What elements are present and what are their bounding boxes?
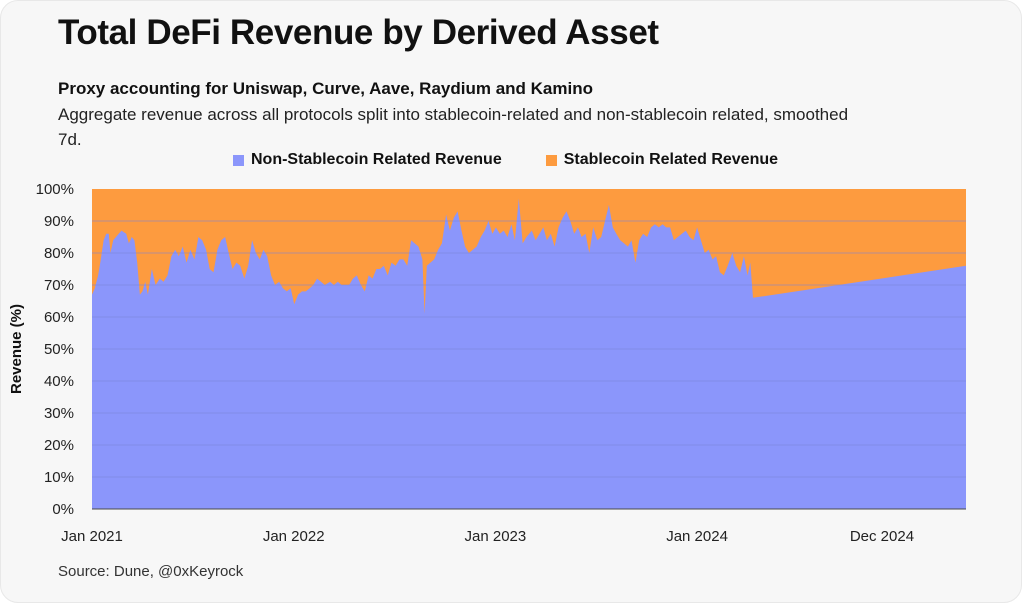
y-tick-label: 100% bbox=[36, 181, 74, 198]
chart-title: Total DeFi Revenue by Derived Asset bbox=[58, 13, 659, 52]
legend-item-stablecoin: Stablecoin Related Revenue bbox=[545, 151, 779, 169]
x-tick-label: Jan 2023 bbox=[465, 528, 527, 545]
legend-swatch-non-stablecoin bbox=[233, 154, 244, 166]
y-axis-title: Revenue (%) bbox=[8, 304, 25, 394]
plot-area: 0% 10% 20% 30% 40% 50% 60% 70% 80% 90% 100% Jan 202… bbox=[36, 181, 966, 545]
x-tick-label: Dec 2024 bbox=[850, 528, 914, 545]
legend-label-stablecoin: Stablecoin Related Revenue bbox=[563, 151, 779, 168]
y-tick-label: 10% bbox=[44, 469, 74, 486]
y-tick-label: 90% bbox=[44, 213, 74, 230]
y-tick-label: 0% bbox=[52, 501, 74, 518]
y-tick-label: 30% bbox=[44, 405, 74, 422]
legend-item-non-stablecoin: Non-Stablecoin Related Revenue bbox=[233, 151, 502, 169]
y-tick-label: 60% bbox=[44, 309, 74, 326]
chart-legend: Non-Stablecoin Related Revenue Stablecoi… bbox=[233, 151, 778, 169]
chart-subtitle: Proxy accounting for Uniswap, Curve, Aav… bbox=[58, 79, 593, 98]
x-tick-label: Jan 2024 bbox=[666, 528, 728, 545]
x-tick-label: Jan 2022 bbox=[263, 528, 325, 545]
source-note: Source: Dune, @0xKeyrock bbox=[58, 563, 244, 580]
y-tick-label: 40% bbox=[44, 373, 74, 390]
y-tick-label: 50% bbox=[44, 341, 74, 358]
legend-label-non-stablecoin: Non-Stablecoin Related Revenue bbox=[251, 151, 502, 168]
legend-swatch-stablecoin bbox=[545, 154, 557, 166]
y-tick-label: 20% bbox=[44, 437, 74, 454]
y-tick-label: 80% bbox=[44, 245, 74, 262]
chart-description: Aggregate revenue across all protocols s… bbox=[58, 105, 849, 149]
x-tick-label: Jan 2021 bbox=[61, 528, 123, 545]
y-tick-label: 70% bbox=[44, 277, 74, 294]
area-non-stablecoin-revenue bbox=[92, 198, 966, 509]
